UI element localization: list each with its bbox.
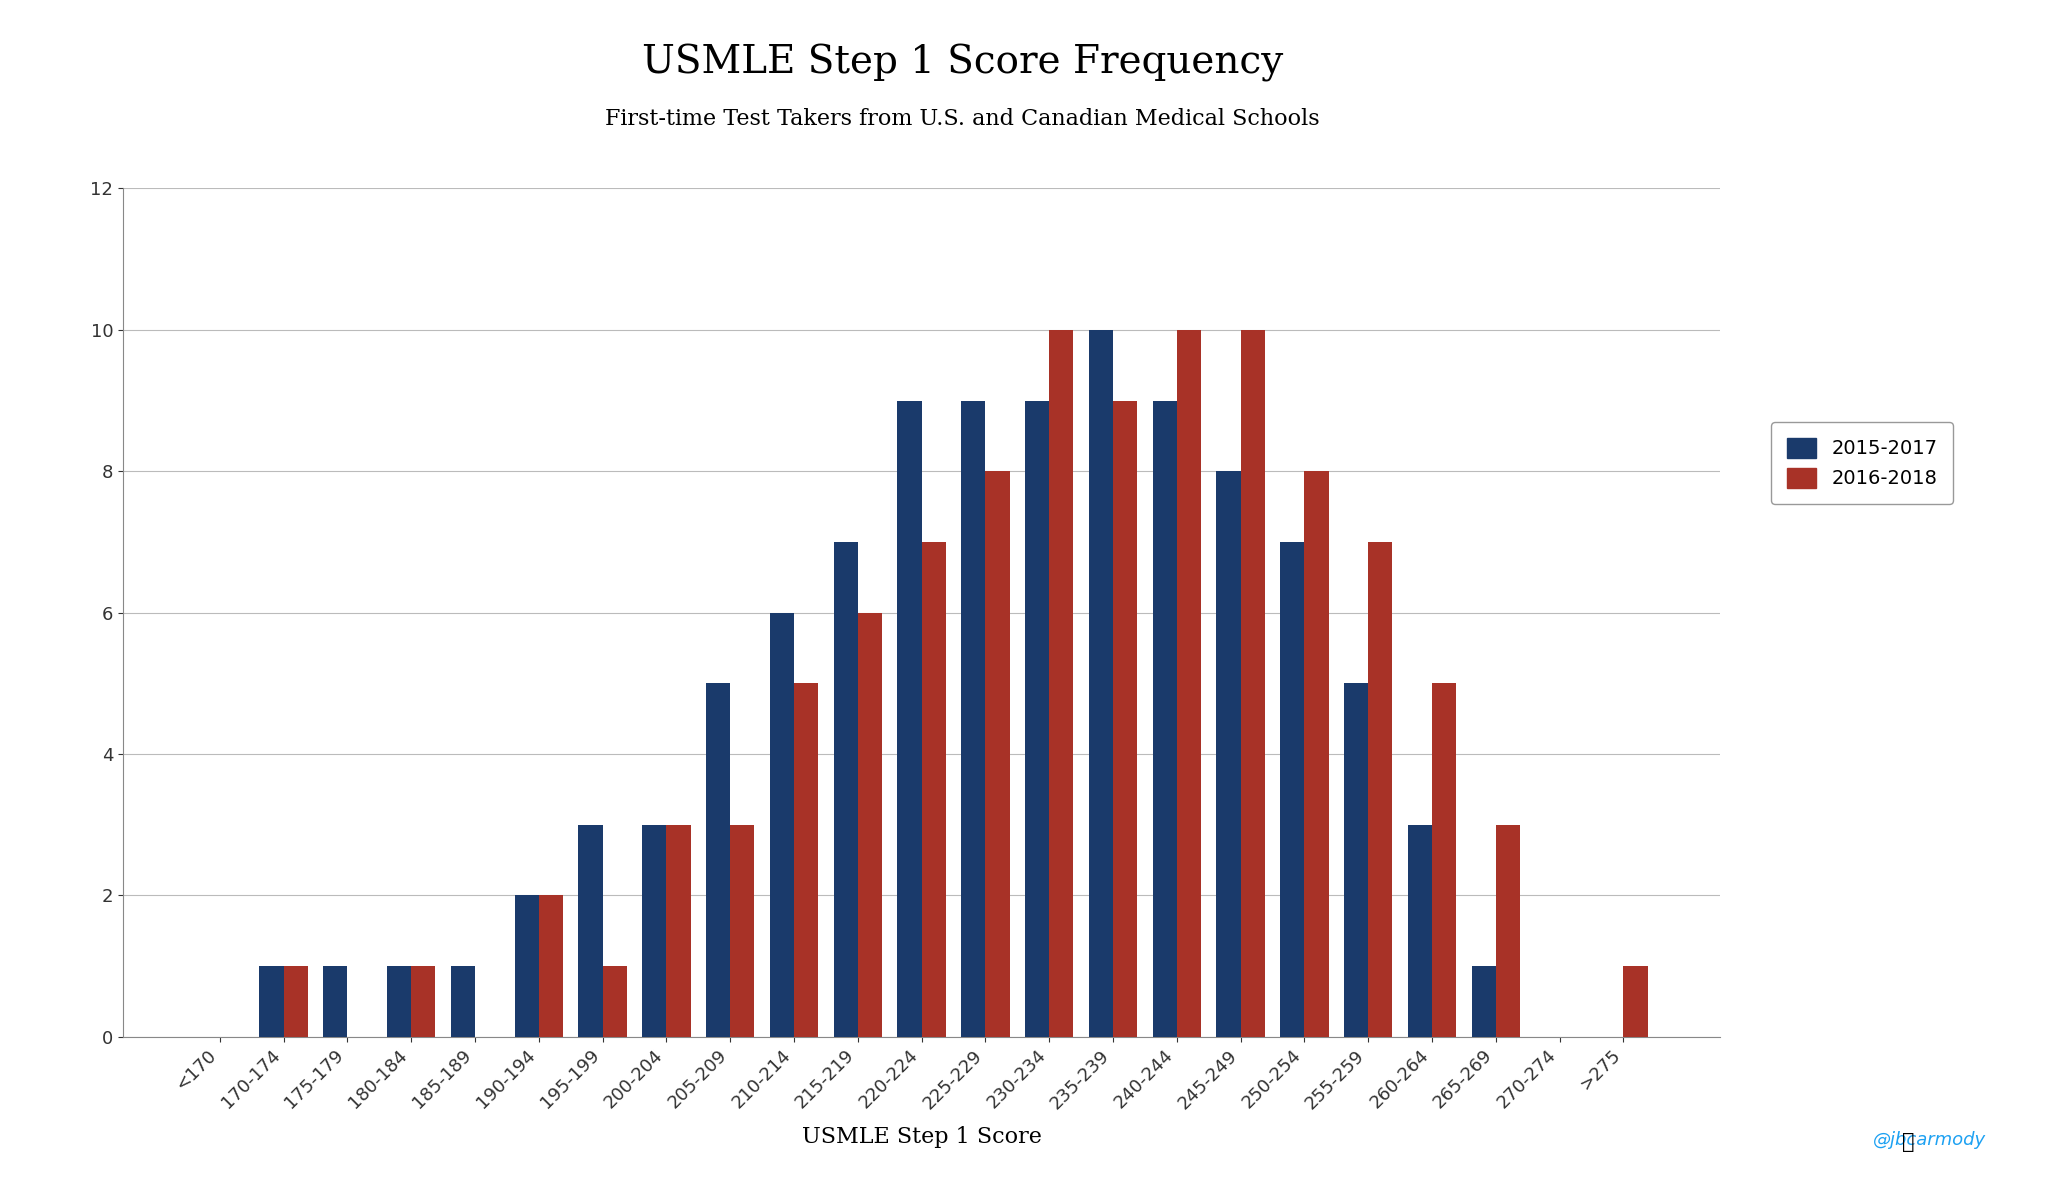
Bar: [897, 401, 922, 1037]
Bar: [770, 613, 795, 1037]
Bar: [387, 966, 412, 1037]
Bar: [1153, 401, 1178, 1037]
Bar: [643, 825, 666, 1037]
Bar: [1368, 542, 1393, 1037]
Bar: [1178, 330, 1200, 1037]
Bar: [260, 966, 283, 1037]
Text: First-time Test Takers from U.S. and Canadian Medical Schools: First-time Test Takers from U.S. and Can…: [606, 107, 1319, 130]
Bar: [1305, 471, 1329, 1037]
Bar: [412, 966, 436, 1037]
Bar: [731, 825, 754, 1037]
Bar: [834, 542, 858, 1037]
Bar: [1343, 683, 1368, 1037]
Bar: [1241, 330, 1266, 1037]
Bar: [1407, 825, 1432, 1037]
Bar: [1090, 330, 1112, 1037]
Bar: [961, 401, 985, 1037]
Bar: [1495, 825, 1520, 1037]
Bar: [1112, 401, 1137, 1037]
Bar: [985, 471, 1010, 1037]
Bar: [922, 542, 946, 1037]
Bar: [514, 895, 539, 1037]
Bar: [1217, 471, 1241, 1037]
Bar: [1049, 330, 1073, 1037]
X-axis label: USMLE Step 1 Score: USMLE Step 1 Score: [801, 1126, 1042, 1149]
Bar: [578, 825, 602, 1037]
Bar: [1280, 542, 1305, 1037]
Bar: [451, 966, 475, 1037]
Bar: [707, 683, 731, 1037]
Bar: [666, 825, 690, 1037]
Bar: [858, 613, 883, 1037]
Legend: 2015-2017, 2016-2018: 2015-2017, 2016-2018: [1772, 422, 1954, 504]
Bar: [1473, 966, 1495, 1037]
Bar: [795, 683, 819, 1037]
Bar: [539, 895, 563, 1037]
Text: @jbcarmody: @jbcarmody: [1874, 1131, 1987, 1149]
Bar: [283, 966, 307, 1037]
Bar: [1432, 683, 1456, 1037]
Bar: [1024, 401, 1049, 1037]
Bar: [1624, 966, 1649, 1037]
Bar: [602, 966, 627, 1037]
Text: 🐦: 🐦: [1903, 1132, 1915, 1152]
Text: USMLE Step 1 Score Frequency: USMLE Step 1 Score Frequency: [641, 45, 1284, 82]
Bar: [324, 966, 348, 1037]
